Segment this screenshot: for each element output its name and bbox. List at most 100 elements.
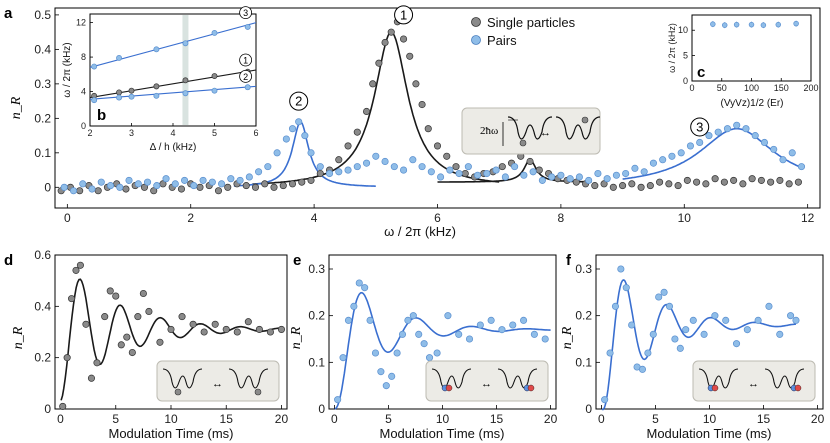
hbar-label: 2ħω [480, 125, 498, 137]
panel-a-pair-point [199, 176, 207, 184]
panel-a-xlabel: ω / 2π (kHz) [384, 224, 456, 239]
panel-a-single-point [748, 175, 756, 183]
panel-a-single-point [94, 187, 102, 195]
panel-a-single-point [381, 38, 389, 47]
schematic-arrow: ↔ [212, 378, 223, 390]
schematic-arrow: ↔ [481, 378, 492, 390]
panel-a-single-point [418, 101, 426, 109]
inset-b-point [211, 30, 218, 36]
panel-a-pair-point [325, 169, 334, 178]
particle-right [581, 116, 589, 124]
panel-e-point [334, 396, 342, 404]
panel-e-point [388, 372, 396, 380]
panel-a-pair-point [631, 164, 639, 172]
panel-a-ylabel: n_R [9, 96, 24, 119]
panel-a-pair-point [218, 180, 226, 188]
panel-a-single-point [720, 178, 728, 186]
inset-b-series-label: 1 [243, 56, 248, 66]
inset-b-point [211, 73, 218, 79]
panel-a-pair-point [492, 166, 500, 174]
panel-a-pair-point [372, 152, 380, 160]
panel-f-xtick-label: 15 [757, 412, 771, 426]
panel-d-point [233, 328, 241, 336]
panel-e-point [530, 330, 538, 338]
inset-c-point [733, 21, 740, 28]
panel-e-point [420, 340, 428, 348]
panel-a-single-point [702, 180, 710, 188]
panel-d-point [167, 325, 175, 333]
panel-a-pair-point [400, 166, 408, 174]
panel-a-pair-point [723, 125, 732, 133]
panel-a-pair-point [557, 171, 565, 179]
panel-a-pair-point [622, 169, 630, 178]
panel-a-pair-point [335, 168, 343, 176]
panel-a-pair-point [381, 157, 389, 165]
panel-a-ytick-label: 0.1 [34, 146, 51, 160]
inset-b-point [91, 63, 98, 70]
panel-f-point [671, 335, 679, 343]
panel-a-pair-point [714, 128, 722, 136]
panel-a-single-point [452, 163, 460, 171]
inset-c-xtick-label: 100 [744, 83, 759, 93]
panel-e-point [344, 316, 353, 324]
panel-d-ytick-label: 0.2 [34, 351, 51, 365]
schematic-well-right [228, 368, 269, 389]
panel-a-single-point [400, 35, 408, 43]
panel-d-point [139, 289, 147, 298]
panel-a-pair-point [538, 176, 546, 184]
inset-b-ylabel: ω / 2π (kHz) [62, 42, 73, 97]
panel-d-point [63, 354, 71, 362]
panel-e-xtick-label: 10 [436, 412, 450, 426]
panel-e-xtick-label: 5 [385, 412, 392, 426]
panel-e-ytick-label: 0.1 [308, 355, 325, 369]
inset-c-xtick-label: 150 [774, 83, 789, 93]
panel-a-pair-point [603, 175, 611, 183]
panel-a-single-point [261, 180, 269, 188]
panel-a-single-point [443, 152, 451, 160]
inset-c-ylabel: ω / 2π (kHz) [667, 23, 677, 73]
panel-f-point [660, 288, 668, 296]
panel-a-single-point [776, 176, 784, 184]
legend-marker-pairs [471, 35, 481, 45]
panel-a-ytick-label: 0.2 [34, 111, 51, 125]
panel-a-single-point [214, 187, 223, 195]
panel-f-point [676, 344, 684, 352]
panel-d-point [82, 320, 90, 328]
panel-a-single-point [224, 183, 232, 191]
panel-a-single-point [375, 59, 383, 67]
inset-b-ytick-label: 0 [81, 121, 86, 131]
panel-a-single-point [270, 183, 278, 191]
panel-a-pair-point [190, 182, 198, 190]
inset-b-ytick-label: 12 [76, 18, 86, 28]
panel-label-c: c [697, 64, 705, 81]
panel-d-point [106, 287, 114, 295]
panel-a-single-point [307, 176, 315, 184]
panel-d-point [266, 328, 274, 336]
panel-a-single-point [498, 163, 506, 171]
panel-a-single-point [387, 28, 395, 36]
panel-a-single-point [353, 128, 361, 136]
panel-e-point [465, 335, 474, 343]
inset-b-point [116, 94, 123, 101]
schematic-box [692, 360, 816, 402]
panel-a-pair-point [106, 182, 115, 190]
panel-f-point [754, 316, 762, 324]
panel-a-pair-point [733, 121, 741, 129]
panel-f-point [700, 330, 708, 338]
panel-e-ytick-label: 0 [318, 402, 325, 416]
panel-a-single-point [150, 187, 158, 195]
panel-d-point [76, 261, 84, 269]
panel-e-xtick-label: 15 [490, 412, 504, 426]
panel-d-xtick-label: 10 [164, 412, 178, 426]
inset-b-point [244, 23, 251, 30]
panel-a-pair-point [288, 125, 297, 133]
panel-f-point [689, 316, 697, 324]
panel-e-ytick-label: 0.3 [308, 262, 325, 276]
panel-label-d: d [4, 252, 13, 269]
inset-b-ytick-label: 8 [81, 52, 86, 62]
panel-d-point [59, 402, 67, 410]
schematic-well-right [764, 368, 805, 389]
panel-a-pair-point [770, 145, 778, 153]
